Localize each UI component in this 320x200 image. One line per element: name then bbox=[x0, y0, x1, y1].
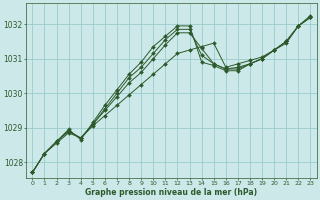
X-axis label: Graphe pression niveau de la mer (hPa): Graphe pression niveau de la mer (hPa) bbox=[85, 188, 258, 197]
